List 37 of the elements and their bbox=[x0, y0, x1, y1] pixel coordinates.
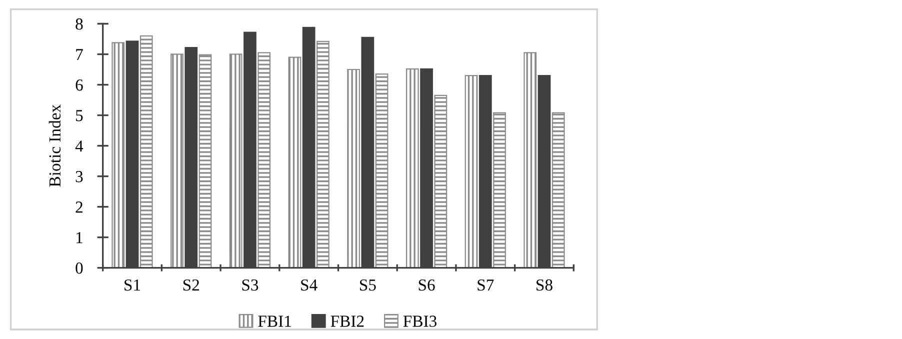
bar bbox=[140, 35, 153, 268]
bar bbox=[464, 75, 478, 268]
y-tick-label: 6 bbox=[76, 79, 83, 91]
legend-label: FBI2 bbox=[330, 316, 364, 327]
y-tick-label: 3 bbox=[76, 171, 83, 182]
bar bbox=[316, 40, 330, 268]
y-tick-label: 1 bbox=[76, 232, 82, 244]
y-axis-title: Biotic Index bbox=[48, 104, 61, 187]
bar bbox=[493, 112, 506, 268]
y-tick-label: 0 bbox=[76, 262, 83, 274]
bar bbox=[552, 112, 565, 268]
bar bbox=[375, 74, 388, 268]
bar bbox=[258, 52, 271, 268]
bar bbox=[434, 94, 448, 268]
y-tick-label: 4 bbox=[75, 140, 84, 152]
x-tick-label: S3 bbox=[242, 279, 258, 291]
x-tick-label: S6 bbox=[418, 279, 435, 291]
bar bbox=[406, 68, 419, 268]
bar bbox=[229, 54, 242, 268]
bar bbox=[288, 56, 302, 268]
legend-label: FBI3 bbox=[403, 316, 436, 327]
bar bbox=[112, 42, 125, 268]
y-tick-label: 2 bbox=[76, 202, 82, 213]
x-tick-label: S4 bbox=[301, 279, 318, 291]
x-tick-label: S7 bbox=[478, 279, 494, 291]
y-tick-label: 5 bbox=[76, 110, 83, 122]
bar bbox=[524, 52, 537, 268]
y-tick-label: 8 bbox=[76, 18, 83, 30]
bar bbox=[198, 54, 212, 268]
bar bbox=[170, 54, 184, 268]
x-tick-label: S5 bbox=[360, 279, 376, 291]
x-tick-label: S8 bbox=[536, 279, 552, 291]
legend-label: FBI1 bbox=[258, 316, 291, 327]
bar bbox=[347, 68, 360, 268]
y-tick-label: 7 bbox=[76, 49, 83, 60]
x-tick-label: S1 bbox=[124, 279, 140, 291]
x-tick-label: S2 bbox=[183, 279, 199, 291]
